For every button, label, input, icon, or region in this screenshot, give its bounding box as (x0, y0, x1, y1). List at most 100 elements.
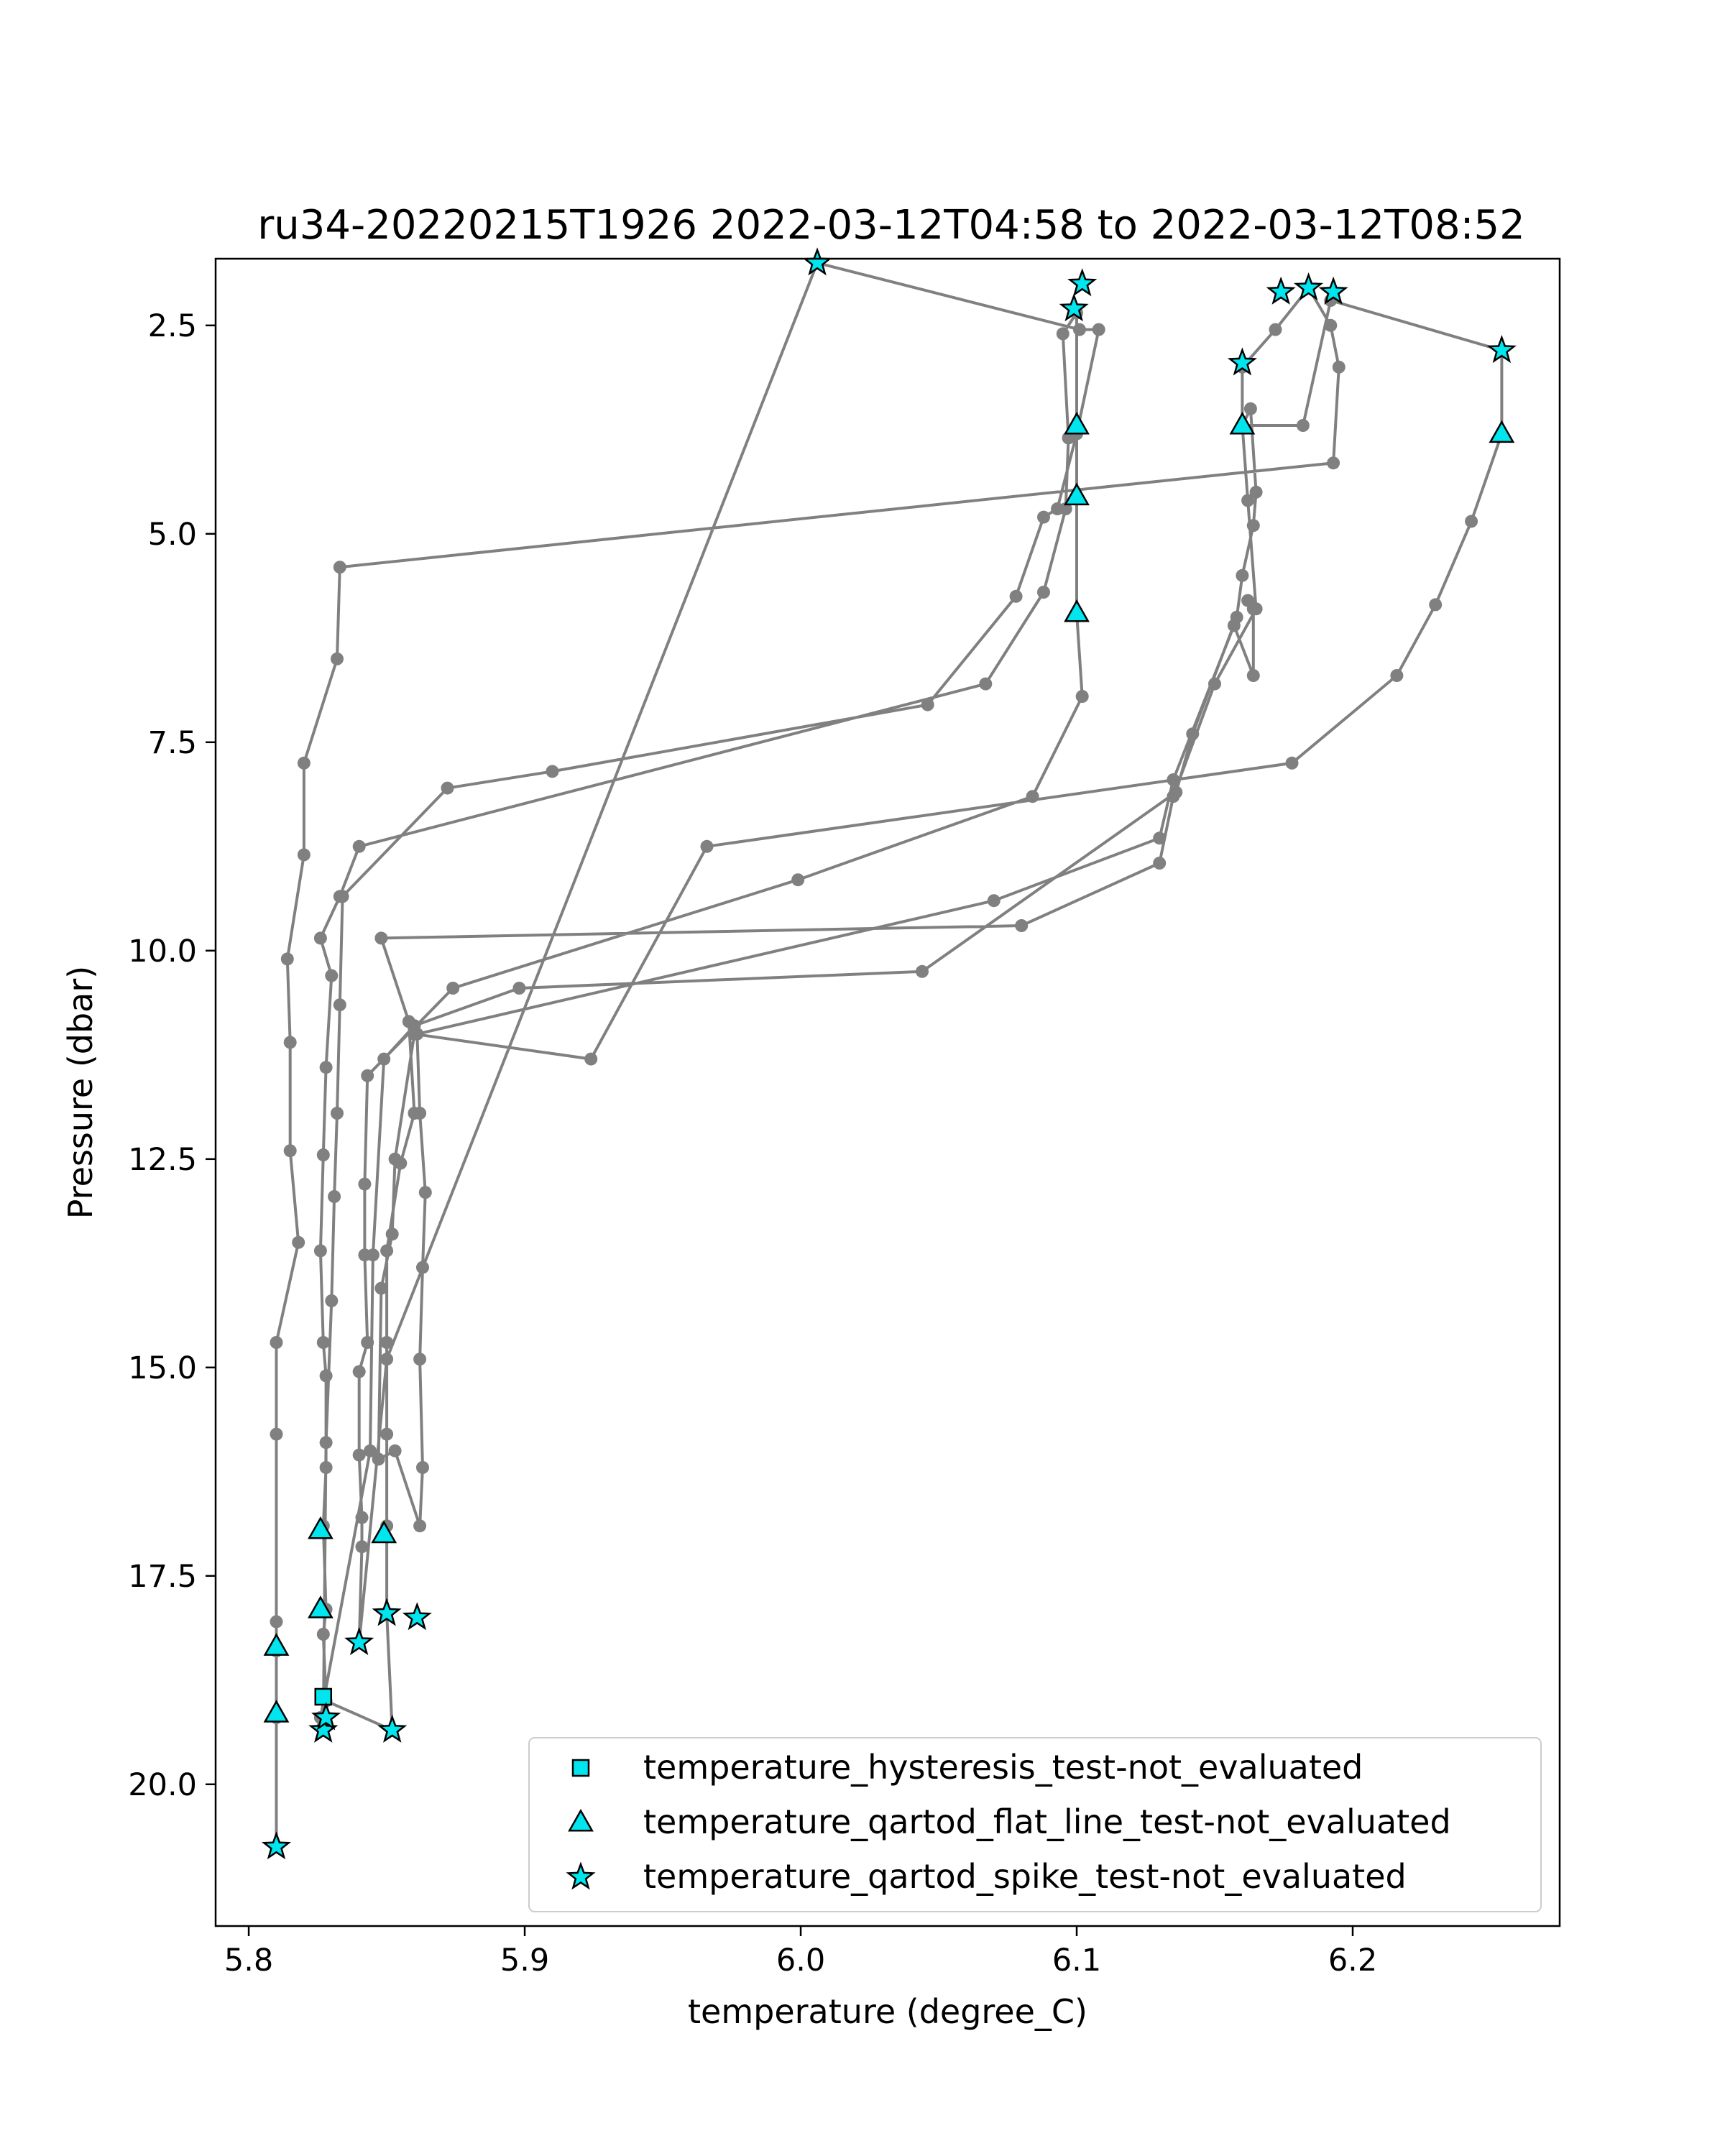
profile-point (1169, 786, 1183, 799)
profile-point (1026, 790, 1039, 803)
profile-point (584, 1052, 598, 1066)
profile-point (352, 839, 366, 853)
profile-point (1296, 419, 1310, 432)
profile-point (385, 1227, 399, 1241)
spike-marker (261, 1831, 292, 1860)
profile-point (325, 1294, 339, 1307)
spike-marker (1067, 268, 1098, 297)
profile-point (358, 1177, 372, 1191)
profile-point (364, 1444, 377, 1457)
profile-point (441, 781, 454, 795)
y-tick-label: 10.0 (128, 934, 197, 969)
y-axis-ticks: 2.5 5.0 7.5 10.0 12.5 15.0 17.5 20.0 (128, 308, 216, 1803)
profile-point (1236, 568, 1249, 582)
profile-point (336, 890, 349, 903)
profile-point (1269, 323, 1282, 336)
spike-marker (1227, 347, 1257, 376)
profile-point (1246, 669, 1260, 682)
profile-point (921, 698, 934, 711)
legend-flat-line-marker (568, 1808, 594, 1832)
profile-point (355, 1540, 369, 1554)
profile-point (388, 1444, 402, 1457)
profile-point (1051, 502, 1064, 515)
x-tick-label: 6.1 (1052, 1943, 1101, 1978)
profile-point (1249, 485, 1263, 499)
profile-point (700, 839, 714, 853)
profile-point (546, 765, 559, 778)
legend-box (528, 1737, 1542, 1912)
x-axis-label: temperature (degree_C) (688, 1992, 1087, 2031)
profile-point (352, 1448, 366, 1462)
profile-point (416, 1261, 429, 1274)
spike-marker (1266, 276, 1296, 305)
profile-point (319, 1061, 333, 1074)
spike-marker (372, 1598, 402, 1626)
hysteresis-marker (314, 1687, 333, 1706)
plot-area-frame (214, 257, 1561, 1927)
y-tick-label: 20.0 (128, 1767, 197, 1803)
profile-point (316, 1628, 330, 1641)
legend: temperature_hysteresis_test-not_evaluate… (528, 1737, 1542, 1912)
x-tick-label: 5.8 (224, 1943, 273, 1978)
profile-point (416, 1461, 429, 1474)
profile-point (1324, 318, 1338, 332)
profile-point (361, 1069, 374, 1082)
profile-point (1465, 515, 1478, 528)
flat-line-marker (1064, 482, 1090, 506)
profile-point (1167, 773, 1180, 786)
profile-point (916, 964, 929, 978)
legend-markers (566, 1759, 596, 1890)
profile-point (333, 998, 346, 1012)
profile-point (297, 848, 310, 862)
profile-point (331, 1107, 344, 1120)
profile-line (275, 261, 1504, 1847)
profile-point (791, 873, 805, 887)
profile-point (319, 1369, 333, 1383)
profile-point (270, 1427, 283, 1441)
legend-label-flat-line: temperature_qartod_flat_line_test-not_ev… (643, 1802, 1451, 1841)
spike-marker (402, 1602, 432, 1631)
profile-point (413, 1107, 427, 1120)
y-tick-label: 12.5 (128, 1142, 197, 1178)
profile-point (380, 1353, 394, 1366)
profile-point (331, 652, 344, 665)
profile-point (413, 1353, 427, 1366)
profile-point (418, 1186, 432, 1199)
flat-line-marker (1064, 599, 1090, 622)
profile-point (292, 1235, 305, 1249)
profile-point (328, 1190, 341, 1203)
profile-point (316, 1148, 330, 1161)
flat-line-marker (263, 1633, 290, 1656)
profile-point (372, 1452, 385, 1466)
x-tick-label: 6.2 (1328, 1943, 1377, 1978)
profile-point (1186, 727, 1200, 741)
spike-marker (311, 1702, 341, 1731)
spike-marker (344, 1626, 374, 1656)
spike-marker (1294, 272, 1324, 301)
profile-point (1208, 677, 1221, 691)
profile-point (1015, 919, 1029, 932)
profile-point (1227, 619, 1241, 632)
profile-point (512, 982, 526, 995)
flat-line-marker (308, 1516, 334, 1539)
profile-point (1246, 519, 1260, 533)
y-tick-label: 15.0 (128, 1350, 197, 1386)
flat-line-marker (1229, 411, 1256, 435)
profile-point (1390, 669, 1404, 682)
chart-title: ru34-20220215T1926 2022-03-12T04:58 to 2… (257, 202, 1524, 249)
profile-point (313, 1244, 327, 1258)
profile-point (316, 1336, 330, 1349)
profile-point (1037, 510, 1050, 524)
profile-point (1056, 327, 1070, 341)
profile-point (1285, 756, 1299, 770)
legend-label-spike: temperature_qartod_spike_test-not_evalua… (643, 1857, 1407, 1896)
profile-point (1429, 598, 1443, 612)
x-tick-label: 6.0 (776, 1943, 825, 1978)
profile-point (352, 1365, 366, 1378)
spike-marker (1486, 334, 1517, 364)
profile-point (1332, 360, 1346, 374)
profile-point (1241, 594, 1255, 607)
profile-point (333, 561, 346, 574)
profile-point (380, 1427, 394, 1441)
